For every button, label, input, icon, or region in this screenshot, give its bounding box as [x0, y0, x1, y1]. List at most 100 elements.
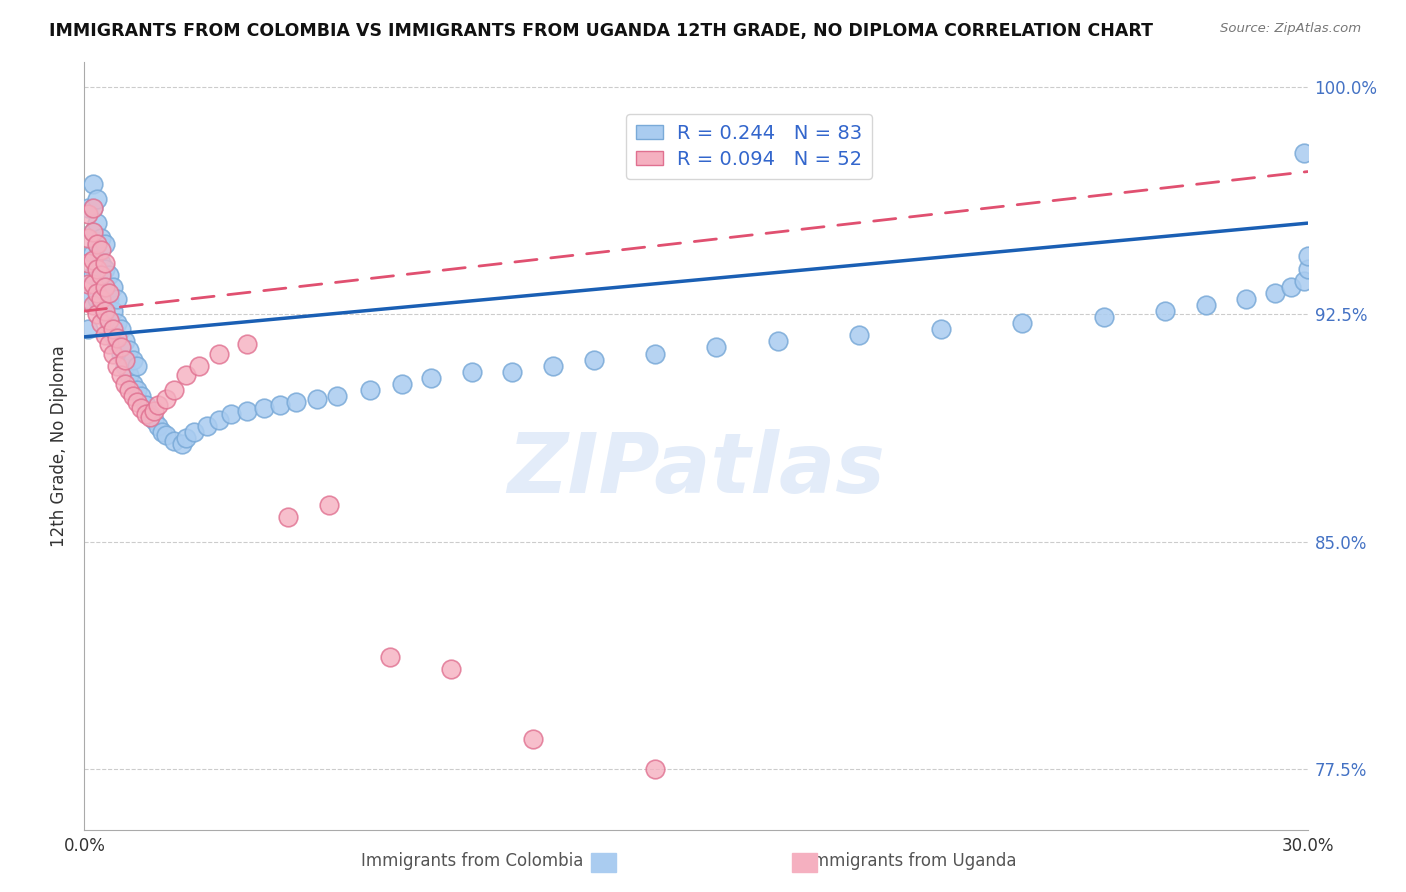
- Point: [77, 292, 100, 306]
- Point: [318, 498, 340, 512]
- Point: [155, 392, 177, 406]
- Point: [929, 322, 952, 336]
- Point: [461, 365, 484, 379]
- Point: [1011, 316, 1033, 330]
- Point: [93, 261, 115, 276]
- Point: [122, 376, 145, 391]
- Point: [86, 237, 108, 252]
- Point: [105, 331, 128, 345]
- Point: [110, 341, 132, 355]
- Point: [105, 292, 128, 306]
- Point: [208, 346, 231, 360]
- Point: [114, 334, 136, 349]
- Point: [110, 346, 132, 360]
- Point: [114, 359, 136, 373]
- Point: [105, 359, 128, 373]
- Point: [86, 261, 108, 276]
- Point: [236, 404, 259, 418]
- Point: [142, 413, 165, 427]
- Point: [93, 237, 115, 252]
- Point: [101, 328, 124, 343]
- Point: [150, 425, 173, 440]
- Point: [277, 510, 299, 524]
- Text: Source: ZipAtlas.com: Source: ZipAtlas.com: [1220, 22, 1361, 36]
- Point: [183, 425, 205, 440]
- Point: [97, 285, 120, 300]
- Point: [90, 298, 112, 312]
- Point: [127, 383, 149, 397]
- Point: [77, 277, 100, 291]
- Point: [285, 395, 308, 409]
- Point: [766, 334, 789, 349]
- Point: [236, 337, 259, 351]
- Point: [219, 407, 242, 421]
- Point: [195, 419, 218, 434]
- Point: [122, 352, 145, 367]
- Point: [208, 413, 231, 427]
- Point: [118, 343, 141, 358]
- Point: [90, 292, 112, 306]
- Point: [77, 207, 100, 221]
- Point: [644, 346, 666, 360]
- Point: [1154, 304, 1177, 318]
- Point: [1092, 310, 1115, 325]
- Point: [86, 216, 108, 230]
- Point: [82, 246, 104, 260]
- Point: [174, 368, 197, 382]
- Text: Immigrants from Uganda: Immigrants from Uganda: [808, 852, 1017, 870]
- Point: [420, 371, 443, 385]
- Point: [97, 337, 120, 351]
- Point: [97, 292, 120, 306]
- Point: [105, 337, 128, 351]
- Point: [583, 352, 606, 367]
- Point: [93, 285, 115, 300]
- Point: [502, 365, 524, 379]
- Point: [1292, 274, 1315, 288]
- Point: [380, 649, 402, 664]
- Point: [90, 231, 112, 245]
- Point: [101, 346, 124, 360]
- Point: [1195, 298, 1218, 312]
- Point: [86, 292, 108, 306]
- Point: [135, 398, 157, 412]
- Point: [1236, 292, 1258, 306]
- Point: [174, 432, 197, 446]
- Point: [82, 225, 104, 239]
- Point: [105, 316, 128, 330]
- Point: [1264, 285, 1286, 300]
- Point: [86, 237, 108, 252]
- Point: [359, 383, 381, 397]
- Legend: R = 0.244   N = 83, R = 0.094   N = 52: R = 0.244 N = 83, R = 0.094 N = 52: [626, 114, 872, 178]
- Point: [118, 368, 141, 382]
- Point: [82, 201, 104, 215]
- Point: [77, 255, 100, 269]
- Point: [127, 395, 149, 409]
- Point: [86, 285, 108, 300]
- Point: [440, 662, 463, 676]
- Point: [114, 352, 136, 367]
- Point: [90, 316, 112, 330]
- Point: [138, 410, 160, 425]
- Point: [1296, 261, 1319, 276]
- Point: [1279, 280, 1302, 294]
- Point: [131, 389, 153, 403]
- Point: [305, 392, 328, 406]
- Point: [187, 359, 209, 373]
- Text: IMMIGRANTS FROM COLOMBIA VS IMMIGRANTS FROM UGANDA 12TH GRADE, NO DIPLOMA CORREL: IMMIGRANTS FROM COLOMBIA VS IMMIGRANTS F…: [49, 22, 1153, 40]
- Point: [146, 419, 169, 434]
- Point: [101, 322, 124, 336]
- Point: [86, 307, 108, 321]
- Point: [131, 401, 153, 416]
- Point: [90, 268, 112, 282]
- Point: [848, 328, 870, 343]
- Point: [391, 376, 413, 391]
- Point: [118, 383, 141, 397]
- Point: [97, 316, 120, 330]
- Point: [86, 261, 108, 276]
- Point: [135, 407, 157, 421]
- Point: [122, 389, 145, 403]
- Point: [82, 177, 104, 191]
- Point: [82, 268, 104, 282]
- Point: [93, 307, 115, 321]
- Point: [155, 428, 177, 442]
